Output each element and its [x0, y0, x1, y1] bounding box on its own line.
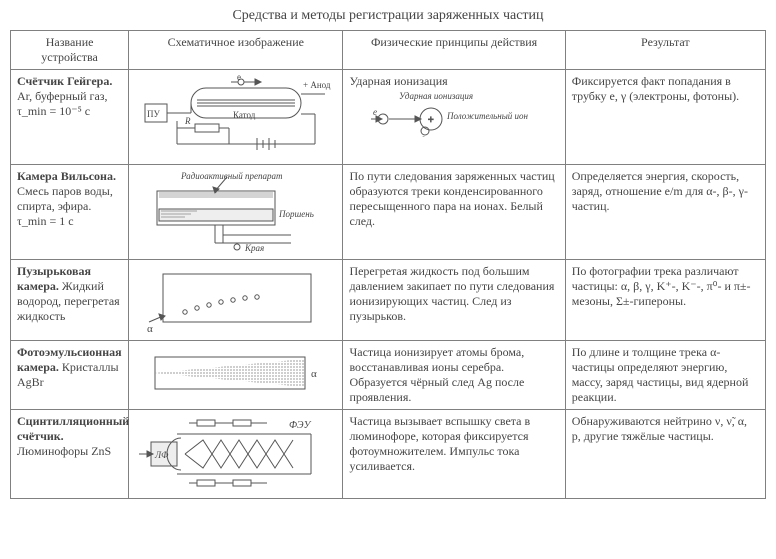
diagram-cell: α — [129, 341, 343, 410]
result-cell: Фиксируется факт попадания в трубку e, γ… — [565, 70, 765, 165]
device-name-rest: Люминофоры ZnS — [17, 444, 111, 458]
result-cell: Обнаруживаются нейтрино ν, ν̃, α, p, дру… — [565, 410, 765, 499]
page-title: Средства и методы регистрации заряженных… — [10, 8, 766, 24]
device-name-bold: Камера Вильсона. — [17, 169, 116, 183]
svg-text:Катод: Катод — [233, 110, 256, 120]
svg-text:e: e — [237, 74, 241, 82]
device-name-cell: Фотоэмульсионная камера. Кристаллы AgBr — [11, 341, 129, 410]
col-principle: Физические принципы действия — [343, 31, 565, 70]
diagram-cell: α — [129, 260, 343, 341]
table-row: Камера Вильсона. Смесь паров воды, спирт… — [11, 165, 766, 260]
diagram-cell: e + Анод ПУ R Катод — [129, 70, 343, 165]
device-name-rest: Ar, буферный газ, τ_min = 10⁻⁵ с — [17, 89, 108, 118]
svg-text:e: e — [373, 107, 377, 117]
col-device: Название устройства — [11, 31, 129, 70]
principle-cell: Ударная ионизация + Ударная иони — [343, 70, 565, 165]
device-name-bold: Счётчик Гейгера. — [17, 74, 112, 88]
table-row: Фотоэмульсионная камера. Кристаллы AgBr — [11, 341, 766, 410]
table-row: Сцинтилляционный счётчик. Люминофоры ZnS — [11, 410, 766, 499]
result-cell: Определяется энергия, скорость, заряд, о… — [565, 165, 765, 260]
svg-text:ПУ: ПУ — [147, 109, 160, 119]
principle-cell: Перегретая жидкость под большим давление… — [343, 260, 565, 341]
principle-cell: Частица ионизирует атомы брома, восстана… — [343, 341, 565, 410]
diagram-cell: Радиоактивный препарат Поршень Края — [129, 165, 343, 260]
svg-text:+: + — [428, 115, 434, 126]
svg-text:Края: Края — [244, 243, 264, 253]
table-header-row: Название устройства Схематичное изображе… — [11, 31, 766, 70]
principle-cell: По пути следования заряженных частиц обр… — [343, 165, 565, 260]
device-name-cell: Камера Вильсона. Смесь паров воды, спирт… — [11, 165, 129, 260]
detectors-table: Название устройства Схематичное изображе… — [10, 30, 766, 499]
principle-cell: Частица вызывает вспышку света в люминоф… — [343, 410, 565, 499]
svg-text:+ Анод: + Анод — [303, 80, 331, 90]
svg-text:α: α — [311, 368, 317, 380]
diagram-cell: ФЭУ ЛФ — [129, 410, 343, 499]
device-name-cell: Пузырьковая камера. Жидкий водород, пере… — [11, 260, 129, 341]
scintillation-diagram-icon: ФЭУ ЛФ — [137, 414, 335, 494]
result-cell: По длине и толщине трека α-частицы опред… — [565, 341, 765, 410]
svg-text:R: R — [184, 116, 191, 126]
bubble-diagram-icon: α — [137, 264, 335, 336]
geiger-diagram-icon: e + Анод ПУ R Катод — [137, 74, 335, 160]
col-result: Результат — [565, 31, 765, 70]
svg-text:Радиоактивный препарат: Радиоактивный препарат — [180, 171, 283, 181]
svg-text:ЛФ: ЛФ — [154, 450, 169, 460]
svg-text:Поршень: Поршень — [278, 209, 314, 219]
ionization-mini-icon: + Ударная ионизация Положительный ион e … — [349, 89, 549, 137]
result-cell: По фотографии трека различают частицы: α… — [565, 260, 765, 341]
device-name-bold: Сцинтилляционный счётчик. — [17, 414, 129, 443]
col-diagram: Схематичное изображение — [129, 31, 343, 70]
device-name-cell: Счётчик Гейгера. Ar, буферный газ, τ_min… — [11, 70, 129, 165]
table-row: Пузырьковая камера. Жидкий водород, пере… — [11, 260, 766, 341]
device-name-rest: Смесь паров воды, спирта, эфира. τ_min =… — [17, 184, 113, 228]
svg-text:Положительный ион: Положительный ион — [446, 111, 529, 121]
wilson-diagram-icon: Радиоактивный препарат Поршень Края — [137, 169, 335, 255]
device-name-cell: Сцинтилляционный счётчик. Люминофоры ZnS — [11, 410, 129, 499]
svg-text:Ударная ионизация: Ударная ионизация — [399, 91, 473, 101]
principle-heading: Ударная ионизация — [349, 74, 558, 89]
svg-text:e: e — [421, 133, 425, 137]
svg-text:ФЭУ: ФЭУ — [289, 420, 312, 431]
emulsion-diagram-icon: α — [137, 345, 335, 403]
table-row: Счётчик Гейгера. Ar, буферный газ, τ_min… — [11, 70, 766, 165]
svg-text:α: α — [147, 323, 153, 335]
